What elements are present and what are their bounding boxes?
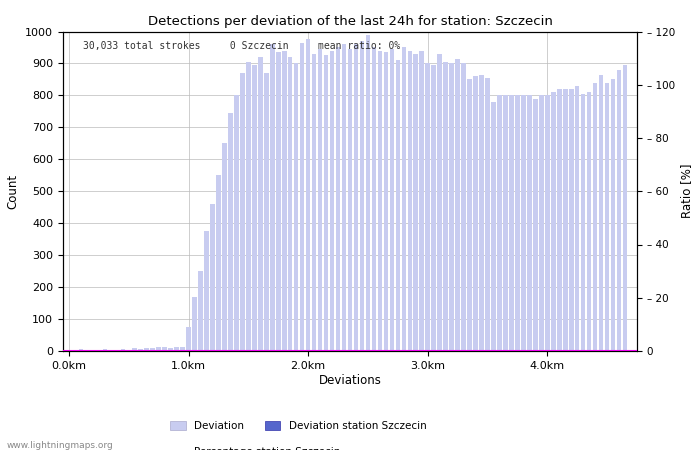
Bar — [282, 51, 286, 351]
Bar — [407, 51, 412, 351]
Bar — [330, 51, 335, 351]
Bar — [575, 86, 580, 351]
Bar — [449, 63, 454, 351]
Bar — [150, 348, 155, 351]
Bar — [611, 79, 615, 351]
Title: Detections per deviation of the last 24h for station: Szczecin: Detections per deviation of the last 24h… — [148, 14, 552, 27]
Bar — [258, 57, 262, 351]
Bar — [90, 350, 95, 351]
Bar — [551, 92, 556, 351]
Bar — [324, 55, 328, 351]
Bar — [120, 349, 125, 351]
Bar — [246, 62, 251, 351]
Bar — [73, 350, 77, 351]
Bar — [318, 49, 323, 351]
Bar — [234, 95, 239, 351]
Text: www.lightningmaps.org: www.lightningmaps.org — [7, 441, 113, 450]
Bar — [384, 52, 388, 351]
Bar — [443, 62, 448, 351]
Bar — [312, 54, 316, 351]
Bar — [533, 99, 538, 351]
Bar — [264, 73, 269, 351]
Bar — [240, 73, 244, 351]
Bar — [108, 350, 113, 351]
Bar — [468, 79, 472, 351]
Y-axis label: Count: Count — [7, 174, 20, 209]
Bar — [252, 65, 257, 351]
Bar — [97, 350, 101, 351]
Bar — [162, 347, 167, 351]
Bar — [480, 75, 484, 351]
Text: 30,033 total strokes     0 Szczecin     mean ratio: 0%: 30,033 total strokes 0 Szczecin mean rat… — [83, 41, 400, 51]
Bar — [365, 35, 370, 351]
Bar — [473, 76, 478, 351]
Bar — [623, 65, 627, 351]
Bar — [336, 47, 340, 351]
Bar — [222, 143, 227, 351]
Bar — [431, 65, 436, 351]
Bar — [139, 349, 143, 351]
Bar — [103, 349, 107, 351]
Bar — [581, 94, 585, 351]
Bar — [115, 350, 119, 351]
Bar — [169, 348, 173, 351]
Bar — [438, 54, 442, 351]
Bar — [127, 350, 131, 351]
Bar — [306, 40, 310, 351]
Bar — [216, 176, 221, 351]
Bar — [181, 347, 185, 351]
Bar — [402, 47, 406, 351]
Bar — [456, 58, 460, 351]
Bar — [491, 102, 496, 351]
Bar — [503, 95, 507, 351]
Bar — [587, 92, 592, 351]
Bar — [390, 49, 394, 351]
Bar — [372, 47, 376, 351]
Bar — [156, 347, 161, 351]
Bar — [228, 113, 232, 351]
Bar — [348, 49, 352, 351]
Bar — [521, 95, 526, 351]
Bar — [354, 44, 358, 351]
Bar — [294, 63, 298, 351]
Bar — [539, 95, 544, 351]
Bar — [377, 51, 382, 351]
Bar — [461, 63, 466, 351]
Bar — [186, 327, 191, 351]
Bar — [617, 70, 622, 351]
Bar — [395, 60, 400, 351]
Bar — [545, 95, 550, 351]
Bar — [174, 347, 179, 351]
Bar — [593, 83, 597, 351]
Bar — [509, 95, 514, 351]
Legend: Percentage station Szczecin: Percentage station Szczecin — [166, 442, 344, 450]
Bar — [599, 75, 603, 351]
Bar — [78, 349, 83, 351]
X-axis label: Deviations: Deviations — [318, 374, 382, 387]
Bar — [527, 95, 531, 351]
Bar — [360, 41, 364, 351]
Bar — [193, 297, 197, 351]
Bar — [485, 78, 490, 351]
Bar — [426, 63, 430, 351]
Bar — [515, 95, 519, 351]
Bar — [270, 44, 274, 351]
Bar — [497, 95, 502, 351]
Bar — [288, 57, 293, 351]
Bar — [342, 44, 346, 351]
Bar — [198, 271, 203, 351]
Bar — [569, 89, 573, 351]
Bar — [132, 348, 137, 351]
Bar — [276, 52, 281, 351]
Bar — [414, 54, 418, 351]
Bar — [557, 89, 561, 351]
Bar — [204, 231, 209, 351]
Bar — [419, 51, 424, 351]
Y-axis label: Ratio [%]: Ratio [%] — [680, 164, 694, 219]
Bar — [300, 43, 304, 351]
Bar — [210, 204, 215, 351]
Bar — [563, 89, 568, 351]
Bar — [144, 348, 149, 351]
Bar — [605, 83, 610, 351]
